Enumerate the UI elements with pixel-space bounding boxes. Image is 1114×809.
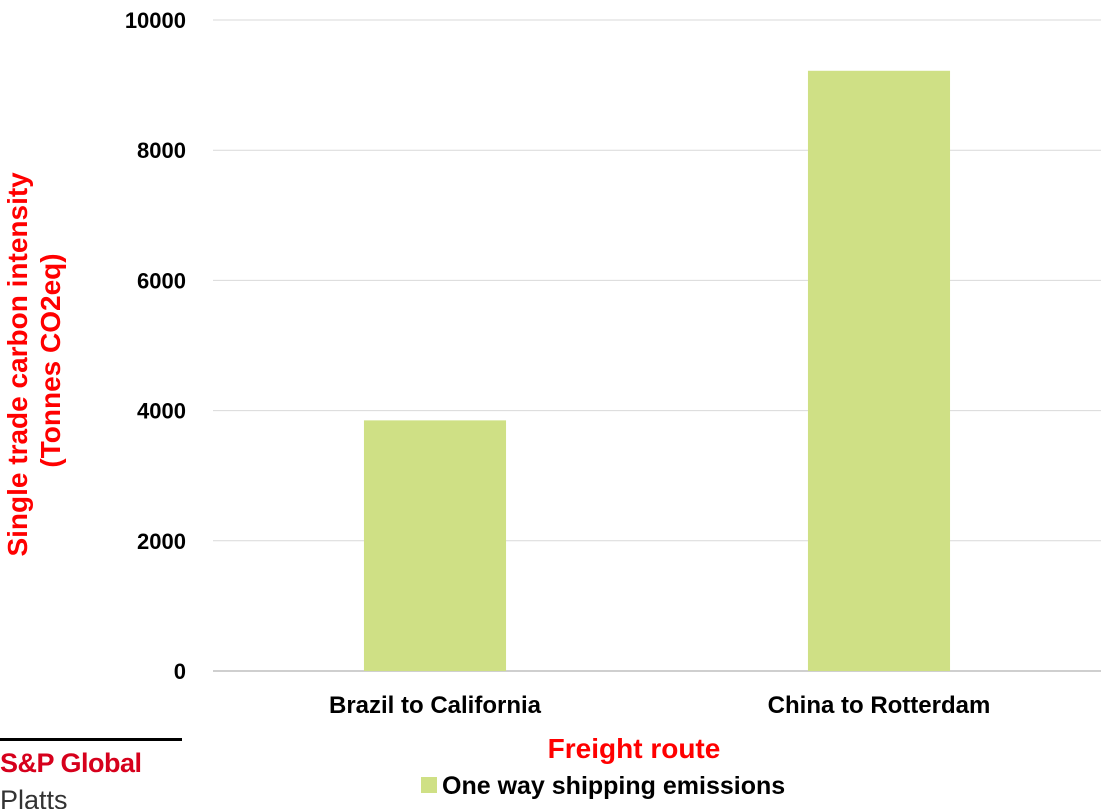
bars [363,70,951,671]
y-tick-label: 4000 [137,399,186,424]
y-tick-label: 0 [174,659,186,684]
legend: One way shipping emissions [421,772,785,800]
x-axis-categories: Brazil to California China to Rotterdam [329,692,990,719]
y-axis-ticks: 0 2000 4000 6000 8000 10000 [125,8,186,684]
gridlines [213,19,1101,672]
y-tick-label: 8000 [137,138,186,163]
y-axis-title-line-1: Single trade carbon intensity [2,172,33,557]
y-tick-label: 10000 [125,8,186,33]
y-axis-title: Single trade carbon intensity (Tonnes CO… [2,164,66,556]
y-tick-label: 2000 [137,529,186,554]
y-tick-label: 6000 [137,268,186,293]
sp-global-platts-logo: S&P Global Platts [0,738,190,809]
logo-brand: S&P Global [0,748,142,778]
legend-label: One way shipping emissions [442,772,785,800]
logo-sub: Platts [0,785,68,809]
bar [363,420,507,671]
bar [807,70,951,671]
legend-swatch [421,777,437,793]
x-category-label: Brazil to California [329,692,542,719]
logo-rule [0,738,182,741]
x-category-label: China to Rotterdam [768,692,991,719]
x-axis-title: Freight route [548,733,721,764]
y-axis-title-line-2: (Tonnes CO2eq) [35,253,66,467]
